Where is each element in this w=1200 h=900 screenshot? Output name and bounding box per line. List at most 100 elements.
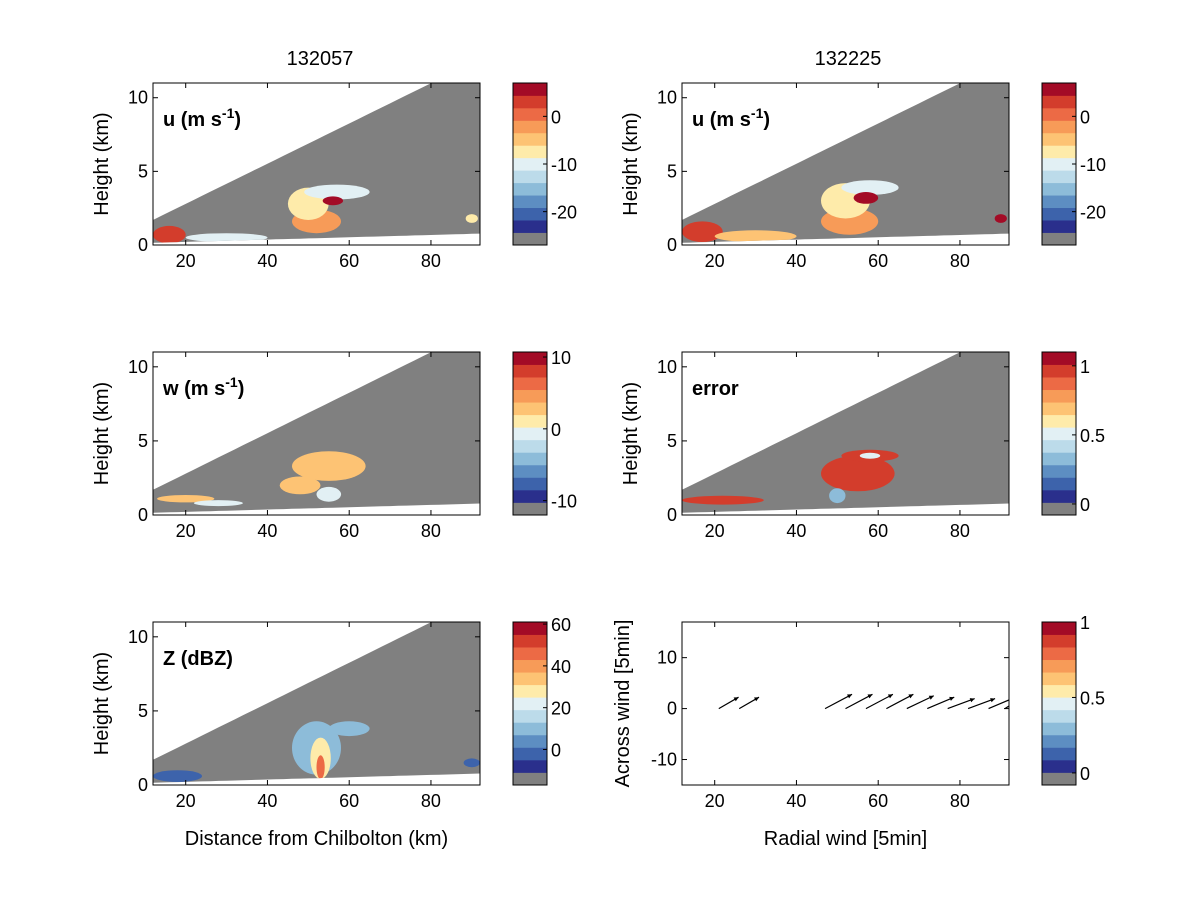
u-132225-feature-2 [841,180,899,196]
u-132225-axes-frame [681,82,1010,246]
wind-132225-xtick-label-2: 60 [868,791,888,811]
z-132057-ytick-label-2: 10 [128,627,148,647]
w-132057-ytick-label-1: 5 [138,431,148,451]
wind-132225-colorbar-swatch-9 [1042,659,1076,673]
u-132225-label-tail: ) [763,109,770,131]
u-132225-colorbar-label-2: -20 [1080,203,1106,223]
wind-132225-arrow-8 [947,698,975,710]
u-132225-colorbar-swatch-10 [1042,107,1076,121]
u-132057-plot-area [153,83,480,243]
error-132225-colorbar-swatch-7 [1042,414,1076,428]
z-132057-plot-area [153,622,480,783]
z-132057-colorbar-label-0: 60 [551,615,571,635]
w-132057-panel: 20 40 60 80 0 5 10 Height (km) w (m s-1) 10 0 -10 [91,348,577,541]
wind-132225-colorbar-swatch-3 [1042,734,1076,748]
w-132057-xtick-label-3: 80 [421,521,441,541]
u-132225-feature-6 [994,214,1007,223]
u-132057-colorbar-swatch-9 [513,120,547,134]
u-132225-xtick-label-0: 20 [705,251,725,271]
u-132225-feature-5 [714,230,797,243]
w-132057-colorbar-swatch-1 [513,489,547,503]
u-132225-colorbar-swatch-8 [1042,132,1076,146]
wind-132225-arrow-3 [845,693,873,710]
z-132057-colorbar-swatch-9 [513,659,547,673]
wind-132225-arrow-9 [967,698,996,710]
wind-132225-axes-frame [681,621,1010,786]
w-132057-panel-label: w (m s-1) [162,374,244,400]
z-132057-colorbar-swatch-7 [513,684,547,698]
u-132225-colorbar-swatch-11 [1042,95,1076,109]
error-132225-feature-2 [682,495,764,505]
z-132057-feature-2 [316,755,325,780]
u-132225-xtick-label-2: 60 [868,251,888,271]
error-132225-colorbar-swatch-6 [1042,427,1076,441]
z-132057-colorbar-label-2: 20 [551,699,571,719]
u-132225-colorbar-swatch-0 [1042,232,1076,246]
u-132057-colorbar-swatch-7 [513,145,547,159]
w-132057-data-field [157,451,366,507]
u-132057-colorbar-label-0: 0 [551,107,561,127]
u-132057-label-main: u (m s [163,109,222,131]
w-132057-colorbar-swatch-7 [513,414,547,428]
u-132225-colorbar-swatch-2 [1042,207,1076,221]
wind-132225-plot-area [718,693,1009,710]
z-132057-colorbar-swatch-2 [513,747,547,761]
error-132225-ytick-label-1: 5 [667,431,677,451]
wind-132225-arrowhead-8 [969,698,975,703]
u-132057-colorbar-swatch-0 [513,232,547,246]
u-132225-ytick-label-0: 0 [667,235,677,255]
u-132057-colorbar-swatch-12 [513,83,547,96]
w-132057-label-tail: ) [238,378,245,400]
z-132057-axes-frame [152,621,481,786]
error-132225-xtick-label-3: 80 [950,521,970,541]
wind-132225-colorbar-label-0: 1 [1080,613,1090,633]
z-132057-feature-3 [328,721,370,737]
u-132057-colorbar-swatch-6 [513,157,547,171]
wind-132225-arrowhead-0 [733,697,739,702]
u-132057-xtick-label-1: 40 [257,251,277,271]
error-132225-colorbar-swatch-12 [1042,352,1076,365]
u-132225-ytick-label-2: 10 [657,88,677,108]
wind-132225-arrowhead-5 [908,694,914,699]
u-132057-colorbar-swatch-8 [513,132,547,146]
z-132057-xlabel: Distance from Chilbolton (km) [185,828,448,850]
error-132225-colorbar-swatch-11 [1042,364,1076,378]
u-132225-scan-region [682,83,1009,243]
w-132057-colorbar-swatch-2 [513,477,547,491]
w-132057-plot-area [153,352,480,513]
error-132225-scan-region [682,352,1009,513]
z-132057-colorbar-swatch-5 [513,709,547,723]
u-132225-ylabel: Height (km) [620,112,642,215]
u-132225-colorbar-label-0: 0 [1080,107,1090,127]
wind-132225-ytick-label-1: 0 [667,699,677,719]
w-132057-colorbar-swatch-11 [513,364,547,378]
u-132057-feature-3 [322,196,344,206]
u-132057-ytick-label-2: 10 [128,88,148,108]
u-132225-feature-3 [853,192,879,204]
wind-132225-xtick-label-3: 80 [950,791,970,811]
error-132225-colorbar-swatch-10 [1042,377,1076,391]
w-132057-colorbar-swatch-4 [513,452,547,466]
u-132057-xtick-label-3: 80 [421,251,441,271]
u-132057-label-tail: ) [234,109,241,131]
w-132057-axes-frame [152,351,481,516]
wind-132225-arrowhead-3 [867,694,873,699]
z-132057-xtick-label-0: 20 [176,791,196,811]
z-132057-colorbar-swatch-0 [513,772,547,786]
w-132057-xtick-label-1: 40 [257,521,277,541]
w-132057-feature-4 [193,500,243,507]
wind-132225-arrowhead-6 [928,695,934,700]
u-132225-colorbar-swatch-4 [1042,182,1076,196]
z-132057-colorbar-swatch-10 [513,647,547,661]
wind-132225-arrow-7 [927,696,955,710]
wind-132225-arrow-2 [824,693,853,710]
w-132057-colorbar-swatch-9 [513,389,547,403]
w-132057-xtick-label-0: 20 [176,521,196,541]
z-132057-colorbar-swatch-3 [513,734,547,748]
z-132057-colorbar-label-3: 0 [551,740,561,760]
error-132225-ytick-label-2: 10 [657,357,677,377]
u-132057-colorbar-label-2: -20 [551,203,577,223]
u-132057-ytick-label-1: 5 [138,161,148,181]
z-132057-colorbar-swatch-6 [513,697,547,711]
